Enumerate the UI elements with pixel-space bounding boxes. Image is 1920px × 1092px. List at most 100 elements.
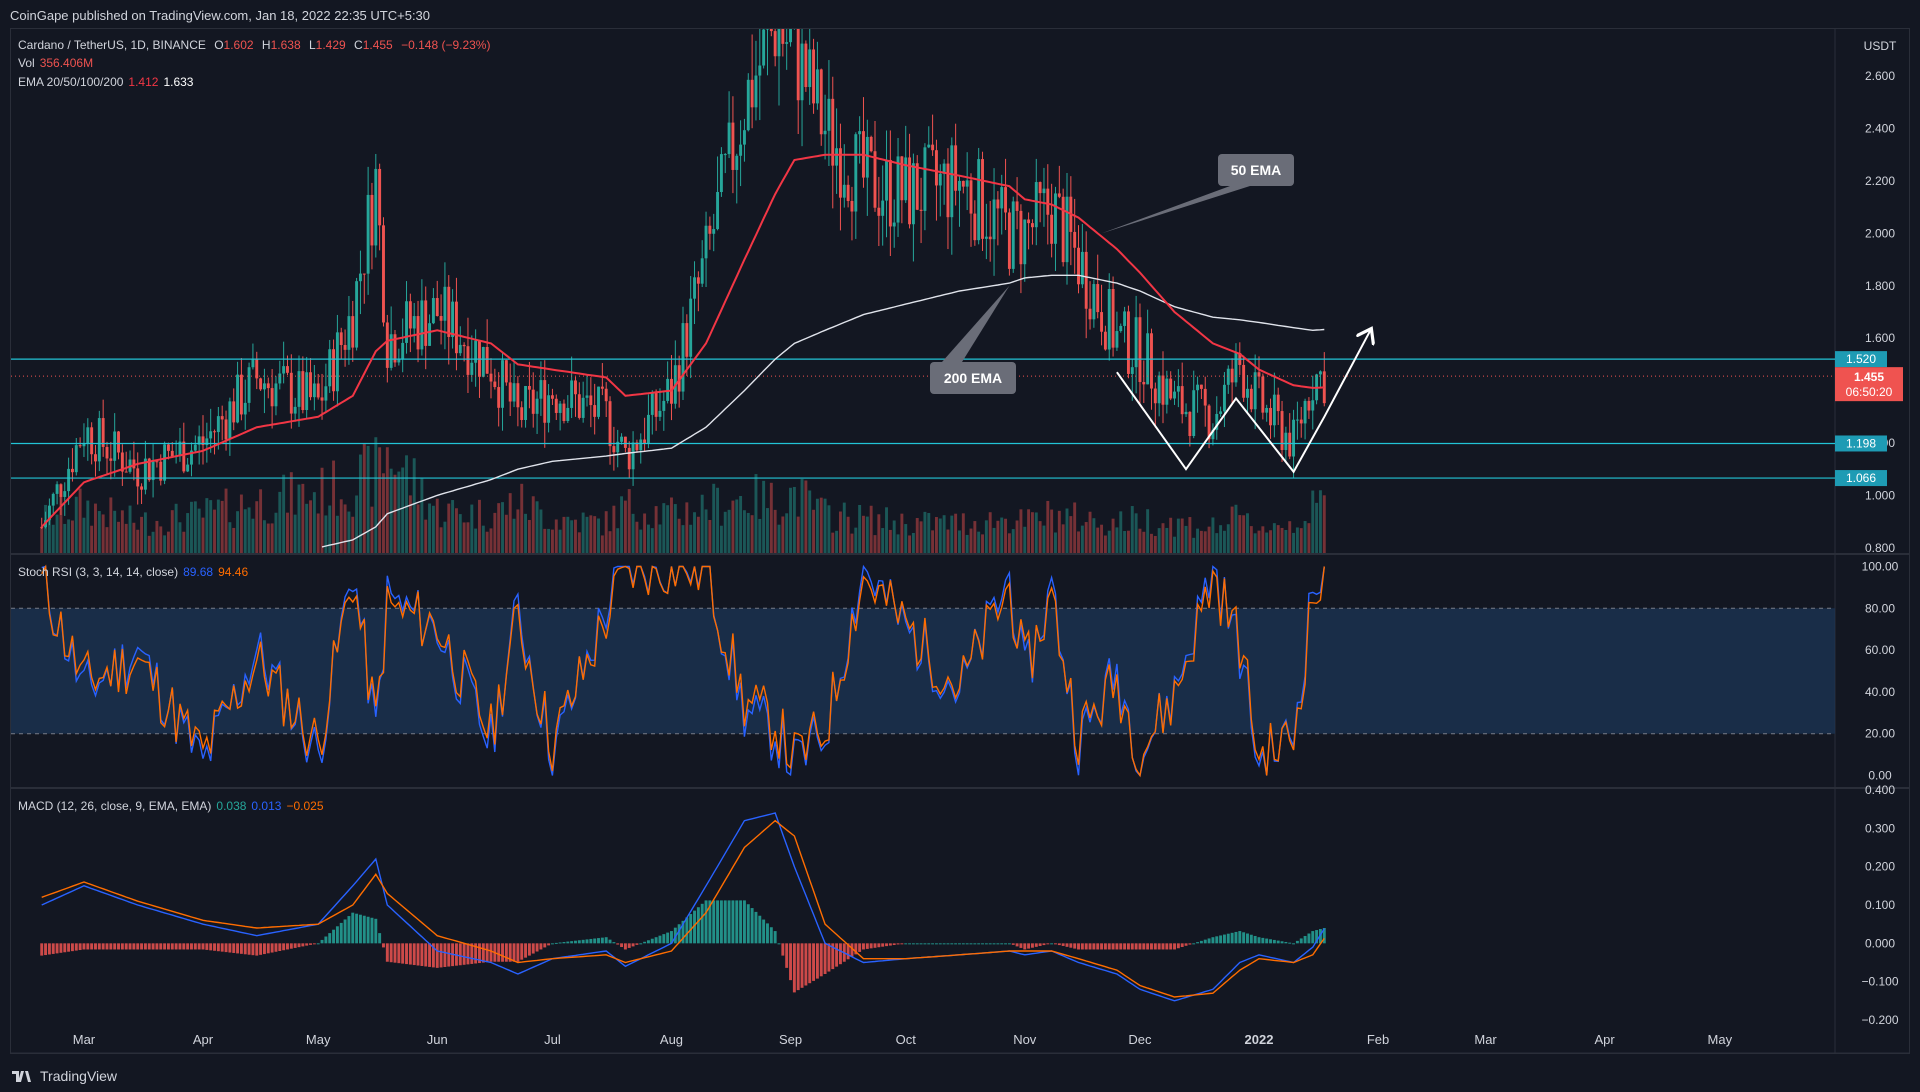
candle-body [931, 144, 935, 151]
volume-bar [435, 498, 439, 553]
volume-bar [170, 510, 174, 553]
callout-50-ema-box[interactable] [1218, 154, 1294, 186]
macd-histogram-bar [712, 900, 716, 944]
volume-bar [789, 487, 792, 553]
macd-histogram-bar [124, 943, 128, 950]
volume-bar [466, 522, 470, 553]
macd-histogram-bar [401, 943, 405, 964]
macd-histogram-bar [946, 943, 950, 945]
macd-histogram-bar [858, 943, 862, 952]
candle-body [616, 441, 620, 453]
volume-bar [1196, 528, 1200, 553]
macd-histogram-bar [796, 943, 800, 991]
volume-bar [888, 529, 892, 553]
macd-histogram-bar [332, 929, 336, 944]
macd-histogram-bar [934, 943, 938, 945]
volume-bar [785, 513, 789, 553]
macd-histogram-bar [800, 943, 804, 988]
macd-histogram-bar [923, 943, 927, 945]
stoch-d-line [41, 564, 1325, 778]
volume-bar [163, 535, 167, 553]
volume-bar [431, 505, 435, 553]
candle-body [1318, 371, 1322, 375]
macd-histogram-bar [1123, 943, 1127, 950]
candle-body [600, 386, 604, 389]
volume-bar [166, 531, 170, 553]
time-tick-label: Feb [1367, 1032, 1389, 1047]
candle-body [451, 301, 455, 337]
volume-bar [862, 515, 865, 553]
volume-bar [689, 524, 693, 553]
volume-bar [374, 437, 378, 553]
macd-histogram-bar [516, 943, 520, 962]
macd-histogram-bar [213, 943, 216, 951]
volume-bar [389, 468, 393, 553]
volume-bar [835, 530, 839, 553]
volume-bar [815, 498, 819, 553]
macd-histogram-bar [597, 938, 600, 944]
stoch-tick-label: 40.00 [1865, 685, 1895, 699]
macd-histogram-bar [1073, 943, 1077, 949]
candle-body [1292, 419, 1296, 457]
volume-bar [739, 496, 743, 553]
macd-histogram-bar [1150, 943, 1153, 950]
volume-bar [719, 525, 723, 553]
macd-histogram-bar [750, 908, 754, 944]
volume-bar [1023, 526, 1027, 553]
volume-bar [1261, 526, 1265, 553]
candle-body [981, 159, 984, 239]
candle-body [105, 446, 109, 459]
candle-body [1242, 364, 1246, 398]
macd-histogram-bar [850, 943, 854, 957]
macd-histogram-bar [1161, 943, 1165, 950]
volume-bar [458, 514, 462, 553]
candle-body [635, 442, 639, 451]
candle-body [800, 43, 804, 101]
candle-body [735, 155, 739, 170]
volume-bar [120, 510, 124, 553]
last-price-badge [1835, 367, 1903, 402]
callout-200-ema-box[interactable] [930, 362, 1016, 394]
candle-body [543, 380, 547, 423]
macd-histogram-bar [216, 943, 220, 952]
candle-body [796, 29, 800, 101]
macd-histogram-bar [942, 943, 946, 945]
candle-body [1077, 247, 1080, 285]
tradingview-brand[interactable]: TradingView [12, 1068, 117, 1084]
open-value: 1.602 [223, 38, 254, 52]
volume-bar [885, 507, 888, 553]
volume-bar [524, 513, 528, 553]
candle-body [1261, 376, 1265, 413]
candle-body [919, 209, 923, 211]
candle-body [1015, 201, 1019, 211]
volume-bar [370, 506, 374, 553]
macd-histogram-bar [1261, 937, 1265, 944]
macd-tick-label: 0.400 [1865, 783, 1895, 797]
macd-histogram-bar [604, 937, 608, 944]
w-pattern-arrow[interactable] [1116, 330, 1371, 474]
volume-bar [746, 512, 750, 553]
macd-histogram-bar [239, 943, 243, 954]
macd-value-1: 0.038 [216, 799, 247, 813]
candle-body [343, 344, 347, 350]
candle-body [946, 163, 950, 218]
volume-bar [101, 514, 105, 553]
volume-bar [1184, 525, 1188, 553]
macd-histogram-bar [1157, 943, 1161, 950]
volume-bar [497, 503, 501, 553]
candle-body [305, 372, 309, 411]
macd-histogram-bar [347, 916, 351, 944]
macd-histogram-bar [1019, 943, 1023, 948]
candle-body [1111, 288, 1115, 348]
price-tick-label: 1.000 [1865, 488, 1895, 502]
volume-bar [704, 509, 708, 553]
macd-histogram-bar [59, 943, 63, 953]
currency-label[interactable]: USDT [1864, 39, 1897, 53]
candle-body [1080, 251, 1084, 285]
macd-histogram-bar [485, 943, 489, 963]
candle-body [443, 286, 447, 321]
macd-histogram-bar [282, 943, 286, 951]
macd-histogram-bar [854, 943, 858, 955]
macd-histogram-bar [585, 939, 589, 944]
